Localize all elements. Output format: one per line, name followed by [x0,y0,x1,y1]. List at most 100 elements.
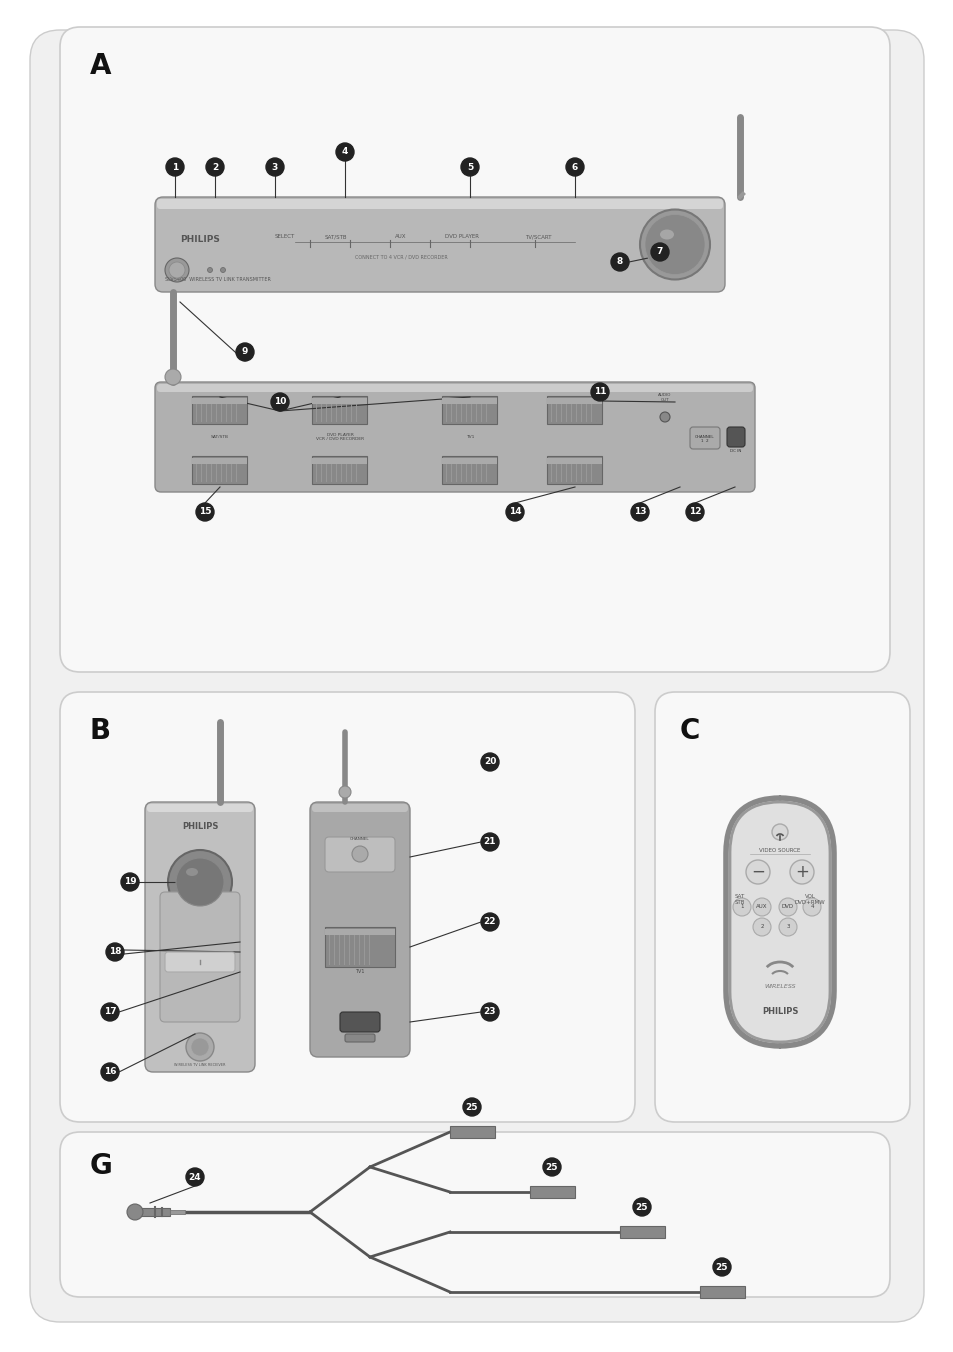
Text: 10: 10 [274,397,286,407]
FancyBboxPatch shape [726,427,744,448]
Circle shape [752,918,770,936]
Circle shape [630,503,648,521]
Text: VIDEO SOURCE: VIDEO SOURCE [759,848,800,853]
Bar [442,458,497,464]
Bar [193,397,247,404]
Text: C: C [679,717,700,745]
Text: 15: 15 [198,507,211,516]
Circle shape [644,215,704,274]
FancyBboxPatch shape [339,1013,379,1032]
Bar [547,458,602,464]
Circle shape [542,1159,560,1176]
Text: TV1: TV1 [465,435,474,439]
Text: DVD PLAYER: DVD PLAYER [444,234,478,239]
Circle shape [779,898,796,917]
Text: 20: 20 [483,757,496,767]
Circle shape [633,1198,650,1215]
Circle shape [235,343,253,361]
Text: DVD PLAYER
VCR / DVD RECORDER: DVD PLAYER VCR / DVD RECORDER [315,433,364,441]
Text: 16: 16 [104,1068,116,1076]
FancyBboxPatch shape [165,952,234,972]
Text: 3: 3 [785,925,789,930]
Text: B: B [90,717,111,745]
Circle shape [505,503,523,521]
Bar [313,456,367,484]
Circle shape [732,898,750,917]
Text: SAT
STB: SAT STB [734,894,744,904]
FancyBboxPatch shape [147,804,253,813]
Circle shape [639,210,709,280]
FancyBboxPatch shape [157,199,722,210]
Text: 3: 3 [272,162,278,172]
Circle shape [352,846,368,863]
Text: G: G [90,1152,112,1180]
FancyBboxPatch shape [310,802,410,1057]
Bar [442,456,497,484]
Text: 23: 23 [483,1007,496,1017]
FancyBboxPatch shape [154,383,754,492]
Circle shape [650,243,668,261]
Text: TV/SCART: TV/SCART [524,234,551,239]
FancyBboxPatch shape [60,1132,889,1297]
Bar [313,396,367,425]
Circle shape [480,753,498,771]
Bar [313,458,367,464]
Text: 2: 2 [760,925,763,930]
Circle shape [271,393,289,411]
Text: 24: 24 [189,1172,201,1182]
Circle shape [206,158,224,176]
Text: −: − [750,863,764,882]
Text: 19: 19 [124,877,136,887]
Circle shape [168,850,232,914]
Text: 25: 25 [635,1202,648,1211]
Text: CHANNEL: CHANNEL [350,837,370,841]
Circle shape [480,1003,498,1021]
Text: SELECT: SELECT [274,234,294,239]
Bar [619,1226,664,1238]
FancyBboxPatch shape [60,27,889,672]
FancyBboxPatch shape [160,892,240,1022]
Text: +: + [794,863,808,882]
Bar [325,927,395,967]
Text: 11: 11 [593,388,605,396]
Text: 12: 12 [688,507,700,516]
Text: DVD: DVD [781,904,793,910]
FancyBboxPatch shape [157,384,752,392]
Bar [547,396,602,425]
Circle shape [175,859,224,906]
Circle shape [789,860,813,884]
Circle shape [121,873,139,891]
Circle shape [685,503,703,521]
Text: 9: 9 [241,347,248,357]
Circle shape [659,412,669,422]
Text: SAT/STB: SAT/STB [325,234,347,239]
Bar [313,397,367,404]
Circle shape [220,268,225,273]
Text: VOL
DVD+RMW: VOL DVD+RMW [794,894,824,904]
Circle shape [712,1257,730,1276]
Circle shape [779,918,796,936]
Text: AUDIO
OUT: AUDIO OUT [658,393,671,402]
Text: 1: 1 [172,162,178,172]
Circle shape [610,253,628,270]
Bar [325,929,395,936]
FancyBboxPatch shape [60,692,635,1122]
Circle shape [169,262,185,279]
Text: 25: 25 [465,1102,477,1111]
Text: 13: 13 [633,507,645,516]
Text: WIRELESS: WIRELESS [763,984,795,990]
Ellipse shape [659,230,673,239]
Bar [547,456,602,484]
Circle shape [101,1003,119,1021]
Bar [530,1186,575,1198]
Bar [442,397,497,404]
FancyBboxPatch shape [689,427,720,449]
Text: CHANNEL
1  2: CHANNEL 1 2 [695,435,714,443]
Text: PHILIPS: PHILIPS [180,235,219,243]
Text: 2: 2 [212,162,218,172]
Text: WIRELESS TV LINK RECEIVER: WIRELESS TV LINK RECEIVER [174,1063,226,1067]
Circle shape [462,1098,480,1115]
Circle shape [338,786,351,798]
FancyBboxPatch shape [345,1034,375,1042]
Text: TV1: TV1 [355,969,364,973]
